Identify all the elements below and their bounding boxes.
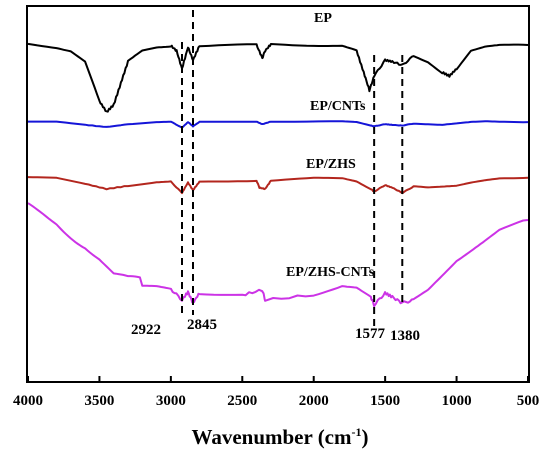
series-line-ep-zhs <box>27 176 529 195</box>
series-label-ep-cnts: EP/CNTs <box>310 99 366 114</box>
x-axis-ticks: 4000 3500 3000 2500 2000 1500 1000 500 <box>13 376 539 409</box>
series-line-ep-zhs-cnts <box>27 202 529 308</box>
x-tick-label-4000: 4000 <box>13 393 43 409</box>
series-layer: EP EP/CNTs EP/ZHS EP/ZHS-CNTs <box>27 11 529 308</box>
x-tick-label-500: 500 <box>517 393 540 409</box>
x-tick-label-1000: 1000 <box>442 393 472 409</box>
x-tick-label-2500: 2500 <box>227 393 257 409</box>
x-axis-title: Wavenumber (cm-1) <box>191 425 368 449</box>
x-tick-label-1500: 1500 <box>370 393 400 409</box>
peak-marker-layer: 2922 2845 1577 1380 <box>131 10 420 344</box>
peak-label-1380: 1380 <box>390 328 420 344</box>
peak-label-2845: 2845 <box>187 317 217 333</box>
series-label-ep-zhs: EP/ZHS <box>306 157 356 172</box>
x-tick-label-3500: 3500 <box>84 393 114 409</box>
peak-label-1577: 1577 <box>355 326 386 342</box>
x-tick-label-3000: 3000 <box>156 393 186 409</box>
series-line-ep-cnts <box>28 120 529 129</box>
peak-label-2922: 2922 <box>131 322 161 338</box>
series-label-ep: EP <box>314 11 332 26</box>
series-label-ep-zhs-cnts: EP/ZHS-CNTs <box>286 265 375 280</box>
series-line-ep <box>27 42 529 113</box>
plot-frame <box>26 5 530 383</box>
x-tick-label-2000: 2000 <box>299 393 329 409</box>
